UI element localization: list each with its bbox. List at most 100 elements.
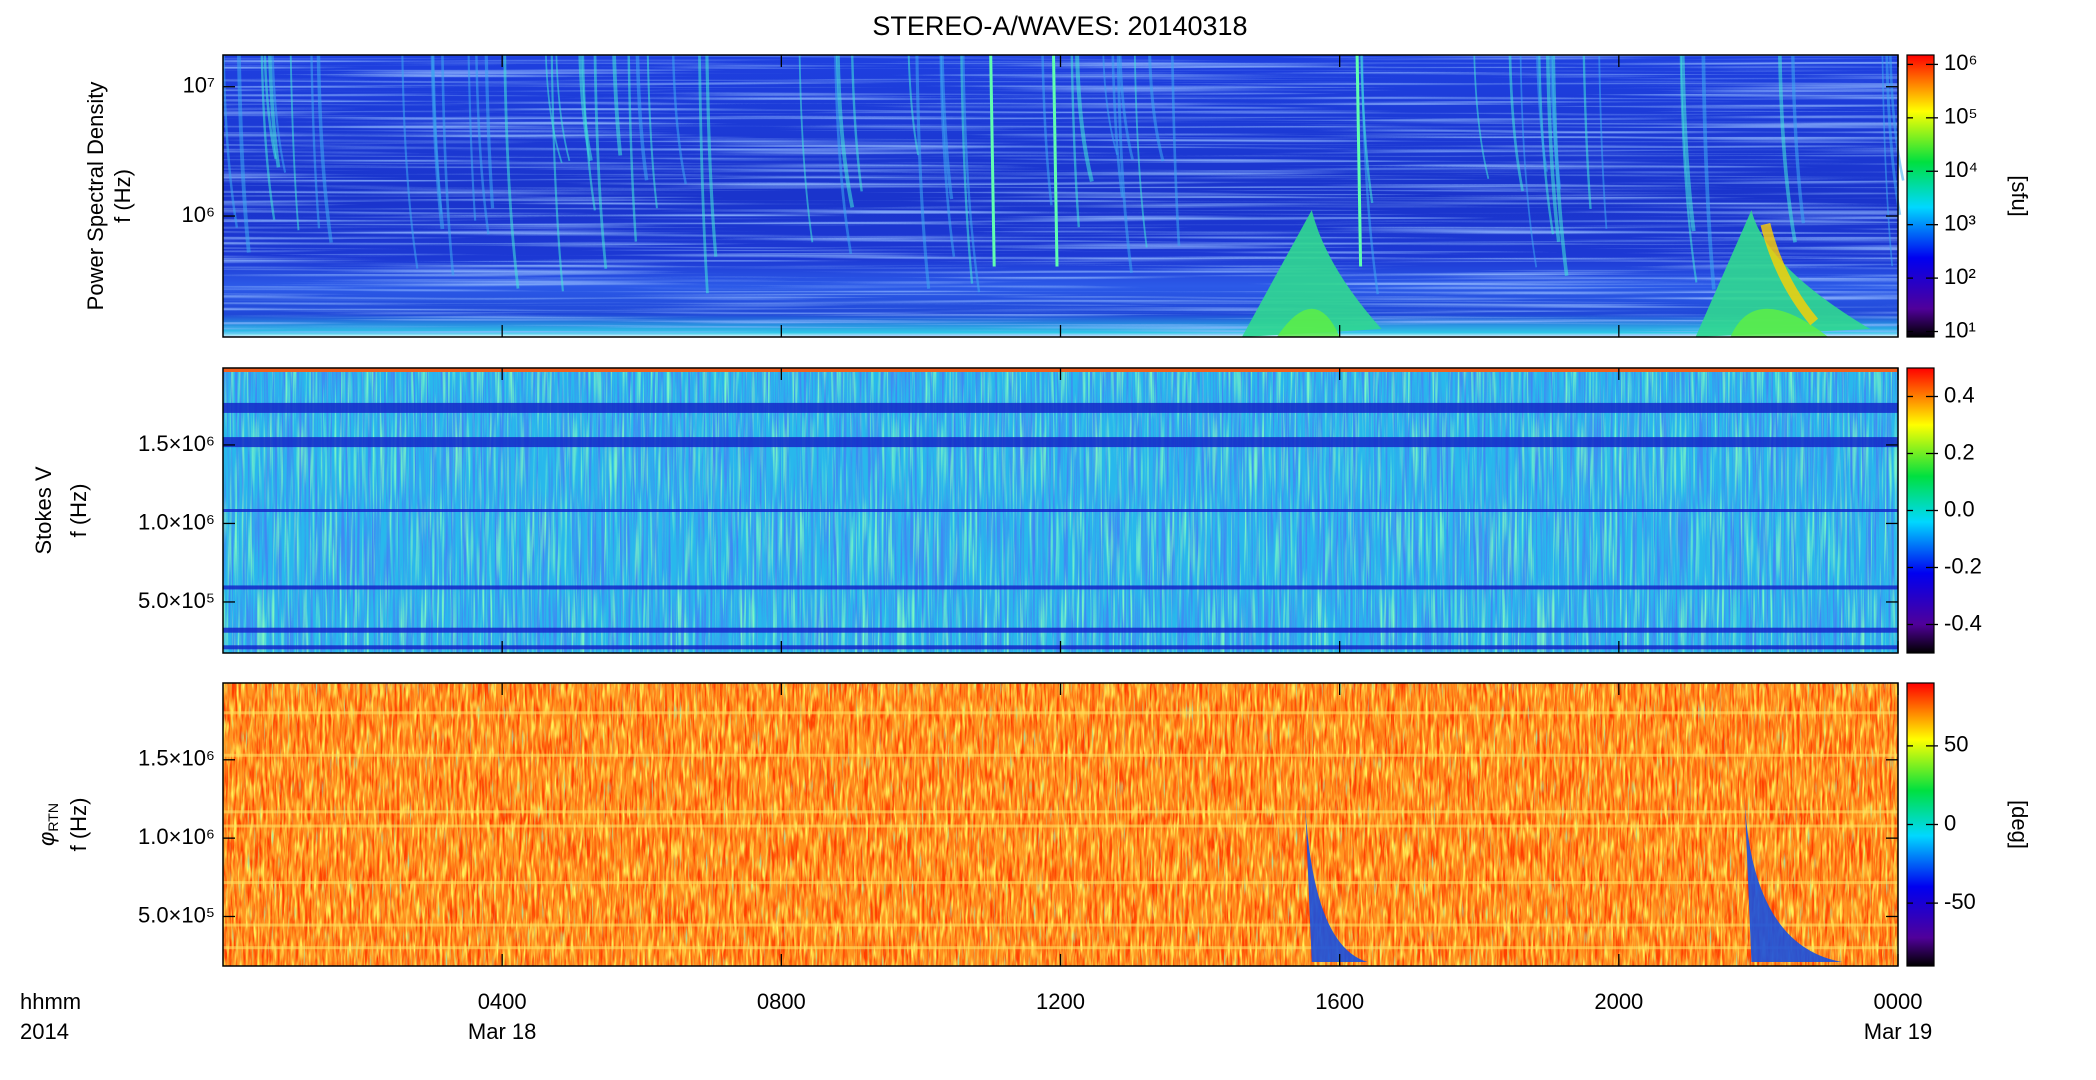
- colorbar-tick-label: 10¹: [1944, 317, 1976, 342]
- burst: [1276, 308, 1340, 337]
- band: [223, 627, 1898, 633]
- burst: [1679, 54, 1698, 283]
- x-date-label: Mar 19: [1864, 1019, 1932, 1044]
- burst: [940, 54, 954, 200]
- burst: [1070, 54, 1080, 228]
- burst: [268, 54, 281, 168]
- burst: [1118, 54, 1134, 161]
- burst: [1680, 54, 1696, 232]
- band: [223, 923, 1898, 927]
- burst: [850, 54, 863, 192]
- burst: [962, 54, 981, 293]
- band: [223, 810, 1898, 814]
- burst: [1052, 54, 1059, 267]
- colorbar-label: [sfu]: [2007, 175, 2032, 217]
- y-tick-label: 5.0×10⁵: [138, 588, 215, 613]
- burst: [1171, 54, 1181, 246]
- colorbar: [1906, 54, 1935, 338]
- burst: [1760, 222, 1819, 326]
- y-tick-label: 1.0×10⁶: [138, 509, 215, 534]
- burst: [635, 54, 649, 181]
- burst: [835, 54, 855, 208]
- burst: [1116, 54, 1133, 273]
- burst: [1744, 796, 1843, 962]
- burst: [1545, 54, 1561, 242]
- colorbar-tick-label: 50: [1944, 732, 1968, 757]
- band: [223, 824, 1898, 828]
- colorbar-tick-label: 0: [1944, 810, 1956, 835]
- burst: [1598, 54, 1608, 229]
- burst: [1473, 54, 1490, 180]
- burst: [1881, 54, 1894, 267]
- spectrogram: [222, 54, 1905, 337]
- burst: [960, 54, 974, 284]
- burst: [550, 54, 564, 292]
- burst: [475, 54, 490, 235]
- spectrogram: [223, 368, 1898, 653]
- burst: [263, 54, 277, 160]
- burst: [1133, 54, 1148, 248]
- burst: [236, 54, 251, 253]
- band: [223, 946, 1898, 950]
- burst: [260, 54, 276, 220]
- burst: [1519, 54, 1538, 268]
- y-axis-label: Stokes V: [31, 466, 56, 554]
- burst: [1360, 54, 1374, 204]
- noise: [223, 55, 1898, 337]
- x-axis-label: hhmm: [20, 989, 81, 1014]
- colorbar-tick-label: 0.2: [1944, 439, 1975, 464]
- x-tick-label: 0800: [757, 989, 806, 1014]
- band: [223, 881, 1898, 885]
- y-axis-label: f (Hz): [66, 484, 91, 538]
- burst: [545, 54, 563, 164]
- burst: [1102, 54, 1119, 156]
- burst: [289, 54, 300, 231]
- burst: [222, 54, 239, 228]
- y-tick-label: 10⁶: [181, 202, 215, 227]
- burst: [1889, 54, 1905, 181]
- burst: [834, 54, 853, 255]
- burst: [1549, 54, 1562, 190]
- y-axis-label: f (Hz): [110, 169, 135, 223]
- burst: [401, 54, 419, 269]
- burst: [555, 54, 571, 162]
- burst: [1148, 54, 1165, 162]
- burst: [1355, 54, 1363, 267]
- burst: [915, 54, 931, 289]
- burst: [1075, 54, 1094, 182]
- band: [223, 711, 1898, 715]
- colorbar-tick-label: 0.4: [1944, 382, 1975, 407]
- colorbar-tick-label: -0.4: [1944, 610, 1982, 635]
- burst: [705, 54, 718, 257]
- y-axis-label: φRTN: [34, 803, 61, 846]
- y-axis-label: f (Hz): [66, 798, 91, 852]
- x-tick-label: 0000: [1874, 989, 1923, 1014]
- y-axis-symbol: φ: [34, 832, 59, 846]
- x-tick-label: 1200: [1036, 989, 1085, 1014]
- burst: [1582, 54, 1592, 210]
- burst: [939, 54, 956, 257]
- burst: [1791, 54, 1806, 224]
- x-tick-label: 2000: [1594, 989, 1643, 1014]
- burst: [1701, 54, 1716, 290]
- burst: [1241, 210, 1382, 337]
- y-axis-label: Power Spectral Density: [83, 82, 108, 311]
- colorbar-tick-label: 0.0: [1944, 496, 1975, 521]
- y-tick-label: 1.5×10⁶: [138, 746, 215, 771]
- y-axis-subscript: RTN: [45, 803, 61, 832]
- burst: [310, 54, 321, 229]
- burst: [581, 54, 596, 211]
- x-date-label: Mar 18: [468, 1019, 536, 1044]
- colorbar-tick-label: 10⁴: [1944, 157, 1978, 182]
- burst: [1041, 54, 1053, 206]
- burst: [698, 54, 709, 294]
- burst: [1536, 54, 1548, 172]
- burst: [1304, 796, 1368, 962]
- burst: [671, 54, 687, 185]
- burst: [578, 54, 593, 162]
- colorbar-tick-label: 10⁶: [1944, 50, 1978, 75]
- burst: [467, 54, 477, 221]
- burst: [798, 54, 814, 243]
- burst: [1730, 308, 1829, 337]
- colorbar-tick-label: 10³: [1944, 210, 1976, 235]
